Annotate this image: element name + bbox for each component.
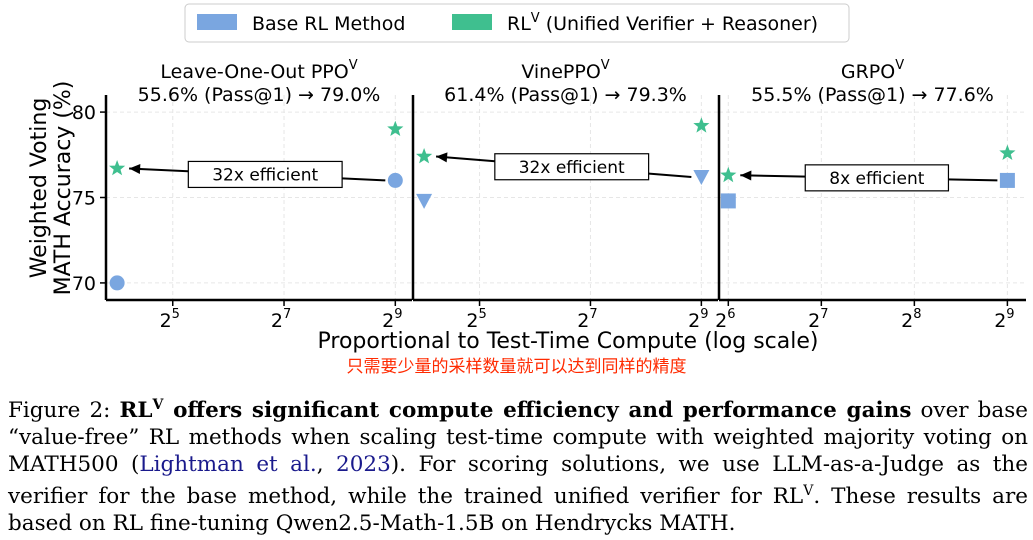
annotation-box (187, 160, 343, 189)
caption-bold-sup: V (152, 397, 164, 413)
annotation-label: 32x efficient (212, 165, 318, 185)
legend-swatch-rlv (452, 14, 492, 30)
annotation-arrow-head (436, 152, 448, 163)
legend-label-rlv: RLV (Unified Verifier + Reasoner) (507, 11, 818, 35)
citation-year-link[interactable]: 2023 (336, 452, 391, 478)
base-point (693, 170, 710, 185)
caption-bold-text: offers significant compute efficiency an… (163, 398, 912, 424)
panel-title: VinePPOV (521, 58, 609, 83)
caption-text-3: . These results are based on RL fine-tun… (8, 484, 1028, 537)
chart: Base RL Method RLV (Unified Verifier + Re… (27, 3, 1026, 354)
base-point (109, 275, 125, 291)
panel-title: GRPOV (841, 58, 904, 83)
base-point (999, 172, 1015, 188)
legend-swatch-base (197, 14, 237, 30)
annotation-box (494, 153, 650, 181)
rlv-point (416, 148, 433, 164)
x-tick-label: 29 (688, 307, 708, 332)
panel-title: Leave-One-Out PPOV (160, 58, 357, 83)
x-tick-label: 26 (715, 307, 735, 332)
panel-subtitle: 55.6% (Pass@1) → 79.0% (138, 84, 381, 106)
legend-frame (184, 3, 850, 43)
x-tick-label: 28 (901, 307, 921, 332)
legend-label-base: Base RL Method (252, 13, 405, 35)
base-point (720, 193, 736, 209)
x-tick-label: 29 (994, 307, 1014, 332)
caption-text-1: over base “value-free” RL methods when s… (8, 398, 1028, 478)
rlv-point (109, 160, 126, 176)
rlv-point (387, 120, 404, 136)
x-tick-label: 27 (577, 307, 597, 332)
x-tick-label: 25 (466, 307, 486, 332)
rlv-point (693, 117, 710, 133)
caption-fig-label: Figure 2: (8, 398, 111, 424)
caption-cite-sep: , (316, 452, 337, 478)
caption-text-sup: V (803, 483, 814, 500)
panel-subtitle: 55.5% (Pass@1) → 77.6% (751, 84, 994, 106)
y-tick-label: 70 (72, 273, 96, 295)
x-tick-label: 27 (271, 307, 291, 332)
legend: Base RL Method RLV (Unified Verifier + Re… (184, 3, 850, 43)
panel-subtitle: 61.4% (Pass@1) → 79.3% (444, 84, 687, 106)
rlv-point (999, 144, 1016, 160)
x-tick-label: 29 (382, 307, 402, 332)
y-tick-label: 80 (72, 102, 96, 124)
annotation-box (804, 164, 950, 192)
rlv-point (720, 166, 737, 183)
x-tick-label: 27 (808, 307, 828, 332)
cjk-annotation: 只需要少量的采样数量就可以达到同样的精度 (346, 357, 687, 377)
x-axis-label: Proportional to Test-Time Compute (log s… (318, 329, 819, 354)
caption-text-2: ). For scoring solutions, we use LLM-as-… (8, 452, 1029, 510)
citation-author-link[interactable]: Lightman et al. (139, 452, 317, 478)
annotation-label: 32x efficient (519, 158, 625, 178)
base-point (387, 172, 403, 188)
annotation-label: 8x efficient (829, 169, 924, 189)
annotation-arrow-head (740, 170, 752, 181)
annotation-arrow-head (129, 163, 141, 174)
y-tick-label: 75 (72, 188, 96, 210)
y-axis-label-line1: Weighted Voting (27, 98, 52, 279)
y-axis-label-line2: MATH Accuracy (%) (51, 81, 76, 296)
base-point (416, 193, 433, 209)
x-tick-label: 25 (160, 307, 180, 332)
figure-caption: Figure 2: RLV offers significant compute… (8, 392, 1028, 537)
caption-bold-rl: RL (119, 398, 153, 424)
